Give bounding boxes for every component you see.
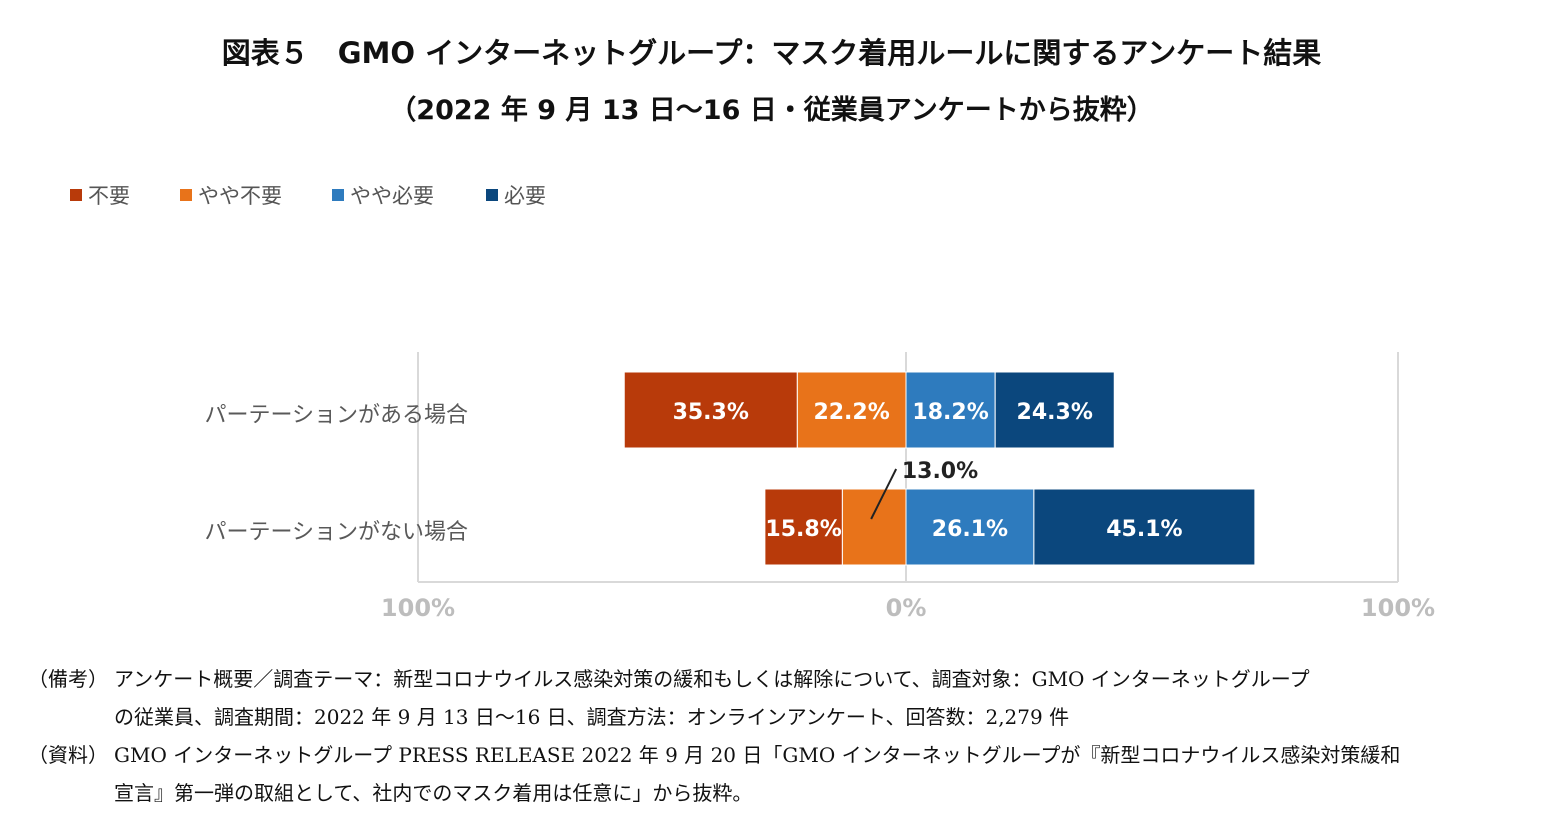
- bar-segment: [994, 371, 1115, 449]
- bar-segment: [905, 488, 1035, 566]
- data-label: 35.3%: [673, 400, 749, 425]
- note-label-shiryo: （資料）: [28, 743, 108, 767]
- category-label: パーテーションがある場合: [204, 403, 468, 428]
- legend-label: やや必要: [350, 184, 434, 208]
- legend-item-yaya-fuyou: やや不要: [180, 180, 282, 210]
- legend-swatch: [70, 189, 82, 201]
- data-label: 24.3%: [1017, 400, 1093, 425]
- bar-segment: [623, 371, 798, 449]
- data-label: 13.0%: [902, 459, 978, 484]
- chart-subtitle: （2022 年 9 月 13 日～16 日・従業員アンケートから抜粋）: [389, 95, 1154, 126]
- note-text-shiryo-1: GMO インターネットグループ PRESS RELEASE 2022 年 9 月…: [114, 743, 1401, 767]
- legend-label: 必要: [504, 184, 546, 208]
- note-text-biko-1: アンケート概要／調査テーマ：新型コロナウイルス感染対策の緩和もしくは解除について…: [114, 667, 1310, 691]
- bar-segment: [1033, 488, 1256, 566]
- legend-swatch: [332, 189, 344, 201]
- data-label: 15.8%: [765, 517, 841, 542]
- legend-label: やや不要: [198, 184, 282, 208]
- data-label: 18.2%: [912, 400, 988, 425]
- note-text-biko-2: の従業員、調査期間：2022 年 9 月 13 日～16 日、調査方法：オンライ…: [114, 705, 1070, 729]
- legend-swatch: [486, 189, 498, 201]
- x-tick-label: 100%: [381, 594, 455, 622]
- legend-label: 不要: [88, 184, 130, 208]
- category-label: パーテーションがない場合: [204, 520, 468, 545]
- x-tick-label: 100%: [1361, 594, 1435, 622]
- legend-item-hitsuyou: 必要: [486, 180, 546, 210]
- bar-segment: [841, 488, 907, 566]
- note-text-shiryo-2: 宣言』第一弾の取組として、社内でのマスク着用は任意に」から抜粋。: [114, 781, 753, 805]
- note-label-biko: （備考）: [28, 667, 108, 691]
- legend-item-fuyou: 不要: [70, 180, 130, 210]
- x-tick-label: 0%: [886, 594, 927, 622]
- data-label: 45.1%: [1106, 517, 1182, 542]
- bar-segment: [764, 488, 843, 566]
- legend-swatch: [180, 189, 192, 201]
- notes-shiryo: （資料） GMO インターネットグループ PRESS RELEASE 2022 …: [28, 736, 1504, 812]
- data-label: 26.1%: [932, 517, 1008, 542]
- chart-title: 図表５ GMO インターネットグループ：マスク着用ルールに関するアンケート結果: [221, 36, 1322, 70]
- bar-segment: [796, 371, 907, 449]
- notes-biko: （備考） アンケート概要／調査テーマ：新型コロナウイルス感染対策の緩和もしくは解…: [28, 660, 1504, 736]
- callout-line: [870, 468, 898, 520]
- legend-item-yaya-hitsuyou: やや必要: [332, 180, 434, 210]
- data-label: 22.2%: [813, 400, 889, 425]
